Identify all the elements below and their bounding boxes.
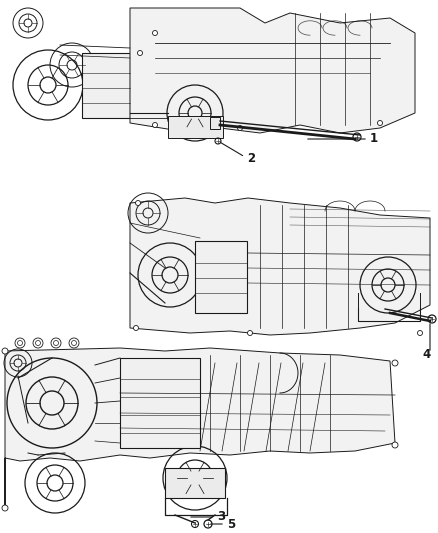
FancyBboxPatch shape xyxy=(82,53,130,118)
Text: 5: 5 xyxy=(227,518,235,530)
Polygon shape xyxy=(130,198,430,335)
Polygon shape xyxy=(5,348,395,508)
Circle shape xyxy=(138,51,142,55)
FancyBboxPatch shape xyxy=(195,241,247,313)
Circle shape xyxy=(2,505,8,511)
Circle shape xyxy=(134,326,138,330)
Circle shape xyxy=(152,123,158,127)
Circle shape xyxy=(2,348,8,354)
FancyBboxPatch shape xyxy=(168,116,223,138)
Circle shape xyxy=(135,200,141,206)
Polygon shape xyxy=(130,8,415,133)
Circle shape xyxy=(247,330,252,335)
Text: 3: 3 xyxy=(217,511,225,523)
Text: 1: 1 xyxy=(370,133,378,146)
Text: 2: 2 xyxy=(247,151,255,165)
Circle shape xyxy=(378,120,382,125)
Circle shape xyxy=(417,330,423,335)
Circle shape xyxy=(237,125,243,131)
Circle shape xyxy=(152,30,158,36)
Circle shape xyxy=(392,360,398,366)
FancyBboxPatch shape xyxy=(165,468,225,498)
Bar xyxy=(210,117,220,129)
FancyBboxPatch shape xyxy=(120,358,200,448)
Text: 4: 4 xyxy=(422,349,430,361)
Circle shape xyxy=(392,442,398,448)
